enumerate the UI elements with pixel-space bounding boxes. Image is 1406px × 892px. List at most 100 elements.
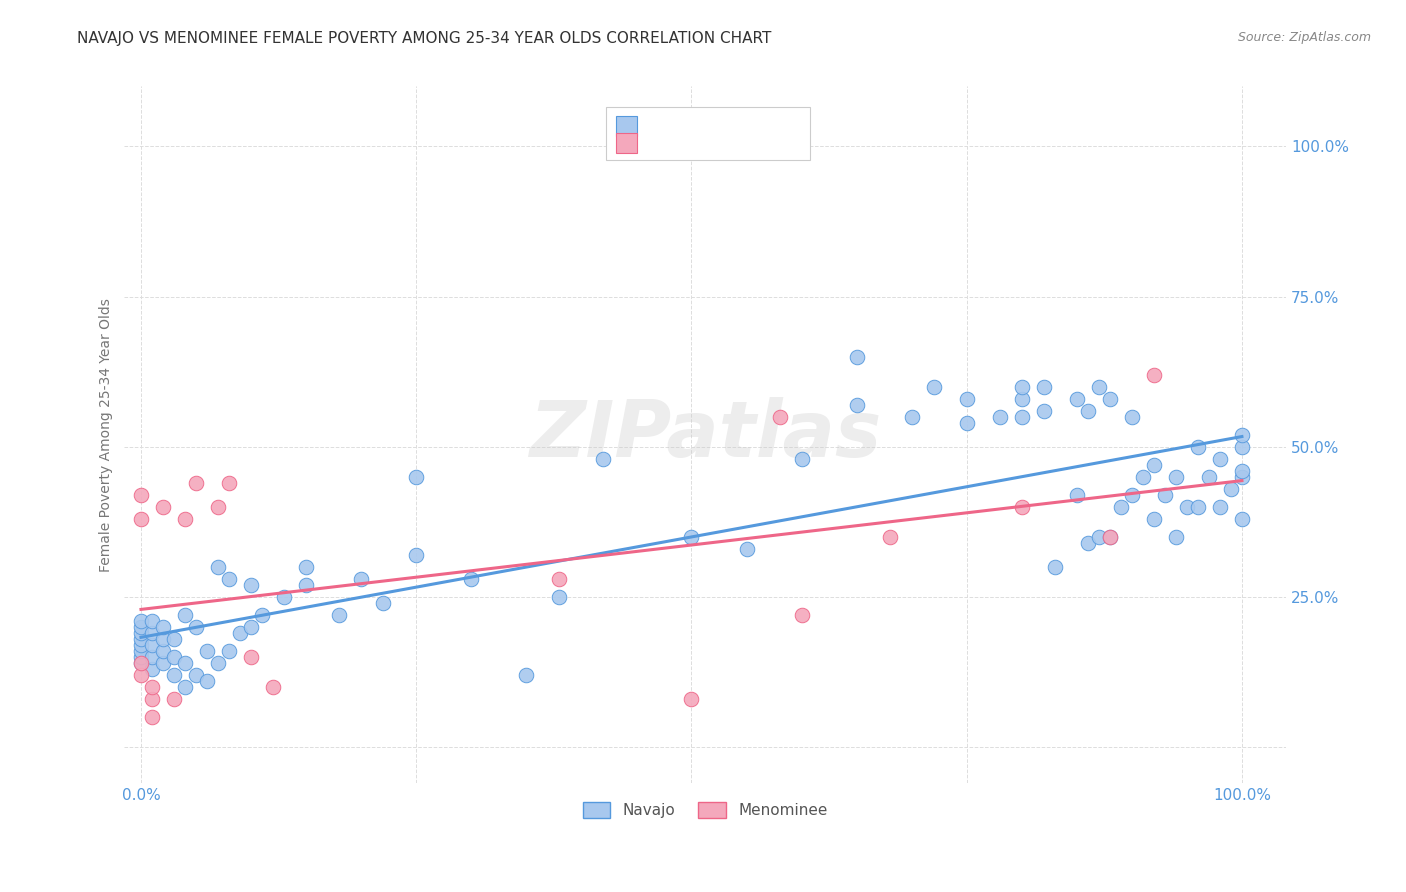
Point [1187,500,1209,514]
Text: 102: 102 [752,119,783,134]
Point [1088,530,1111,544]
Point [1109,500,1132,514]
Point [1032,379,1054,393]
Point [790,607,813,622]
Point [1088,379,1111,393]
Point [295,578,318,592]
FancyBboxPatch shape [616,133,637,153]
Point [328,607,350,622]
Point [141,662,163,676]
Point [141,692,163,706]
Point [141,614,163,628]
Point [174,607,197,622]
Point [1011,500,1033,514]
Point [1230,512,1253,526]
Point [1098,530,1121,544]
Point [240,620,263,634]
Point [152,656,174,670]
Point [129,512,152,526]
Point [163,692,186,706]
Point [129,644,152,658]
Point [129,614,152,628]
Point [1209,500,1232,514]
Text: Source: ZipAtlas.com: Source: ZipAtlas.com [1237,31,1371,45]
Point [184,475,207,490]
Y-axis label: Female Poverty Among 25-34 Year Olds: Female Poverty Among 25-34 Year Olds [100,298,114,572]
Point [1153,488,1175,502]
Point [184,668,207,682]
Point [1043,559,1066,574]
Point [405,469,427,483]
Point [207,500,229,514]
Point [129,488,152,502]
Point [1011,409,1033,424]
Point [129,649,152,664]
Point [295,559,318,574]
Point [1187,440,1209,454]
Point [1143,512,1166,526]
Point [262,680,284,694]
Point [207,656,229,670]
Text: 0.155: 0.155 [672,119,721,134]
Point [129,620,152,634]
Text: R =: R = [644,119,676,134]
Point [1209,451,1232,466]
Point [790,451,813,466]
Point [1121,488,1143,502]
Point [922,379,945,393]
Point [152,632,174,646]
Point [681,530,703,544]
Point [174,680,197,694]
Point [1230,440,1253,454]
Point [129,626,152,640]
Bar [606,107,810,160]
Point [1032,403,1054,417]
Point [845,350,868,364]
Text: 0.493: 0.493 [672,136,721,150]
Point [548,590,571,604]
Point [1198,469,1220,483]
Point [988,409,1011,424]
Point [956,392,979,406]
Point [1098,530,1121,544]
Point [141,626,163,640]
Text: NAVAJO VS MENOMINEE FEMALE POVERTY AMONG 25-34 YEAR OLDS CORRELATION CHART: NAVAJO VS MENOMINEE FEMALE POVERTY AMONG… [77,31,772,46]
Point [129,638,152,652]
Point [273,590,295,604]
Point [129,656,152,670]
Point [141,638,163,652]
Point [229,626,252,640]
Point [900,409,922,424]
Point [956,416,979,430]
Point [548,572,571,586]
Point [195,644,218,658]
Point [592,451,614,466]
Point [141,649,163,664]
Point [141,710,163,724]
Point [768,409,790,424]
Point [129,656,152,670]
Point [174,656,197,670]
Point [460,572,482,586]
Point [1164,469,1187,483]
Text: 23: 23 [752,136,773,150]
Point [1077,403,1099,417]
Point [152,644,174,658]
Point [1175,500,1198,514]
Point [1230,469,1253,483]
Point [129,668,152,682]
Point [240,578,263,592]
Point [1098,392,1121,406]
Point [1143,458,1166,472]
Point [152,500,174,514]
Point [218,644,240,658]
Point [1066,488,1088,502]
Point [152,620,174,634]
Point [681,692,703,706]
Point [845,398,868,412]
Point [1230,427,1253,442]
Point [1011,379,1033,393]
Point [184,620,207,634]
Point [373,596,395,610]
Point [163,632,186,646]
